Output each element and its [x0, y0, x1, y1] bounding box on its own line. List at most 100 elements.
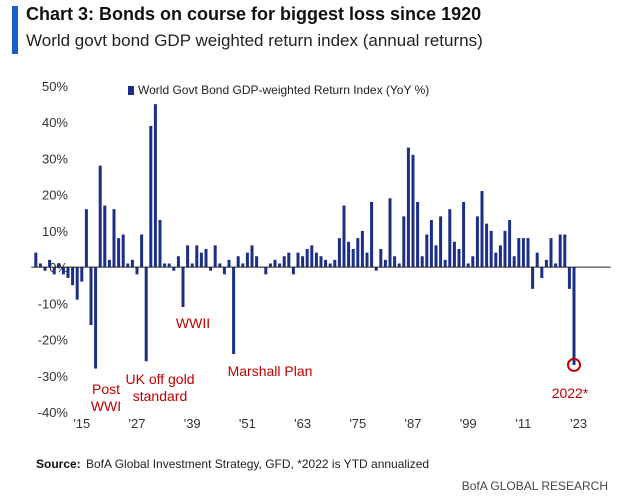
bar	[342, 205, 346, 268]
bar	[250, 245, 254, 268]
bar	[535, 252, 539, 268]
bar	[324, 259, 328, 268]
y-tick-label: 40%	[42, 115, 68, 130]
bar	[80, 267, 84, 282]
source-text: BofA Global Investment Strategy, GFD, *2…	[86, 457, 429, 471]
bar	[572, 267, 576, 365]
bar	[443, 259, 447, 268]
bar	[526, 238, 530, 268]
bar	[567, 267, 571, 289]
bar	[314, 252, 318, 268]
bar	[264, 267, 268, 275]
bar	[158, 220, 162, 268]
bar	[121, 234, 125, 268]
bar	[153, 104, 157, 268]
bar	[112, 209, 116, 268]
y-tick-label: 10%	[42, 224, 68, 239]
bar	[379, 249, 383, 268]
bar	[232, 267, 236, 355]
bar	[241, 263, 245, 268]
title-accent	[12, 6, 18, 54]
bar	[218, 263, 222, 268]
bar	[107, 259, 111, 268]
bar	[305, 249, 309, 268]
bar	[126, 263, 130, 268]
bar	[43, 267, 47, 271]
annotation: 2022*	[552, 385, 589, 401]
bar	[71, 267, 75, 286]
bar	[439, 216, 443, 268]
bar	[554, 263, 558, 268]
annotation: WWII	[176, 315, 210, 331]
bar	[531, 267, 535, 289]
bar	[52, 267, 56, 275]
bar	[544, 259, 548, 268]
bar	[508, 220, 512, 268]
y-tick-label: 20%	[42, 188, 68, 203]
bar	[199, 252, 203, 268]
bar	[287, 252, 291, 268]
x-tick-label: '87	[405, 416, 422, 431]
bar	[485, 223, 489, 268]
bar	[374, 267, 378, 271]
bar	[475, 216, 479, 268]
bar	[236, 256, 240, 268]
bar	[103, 205, 107, 268]
bar	[411, 154, 415, 268]
bar	[227, 259, 231, 268]
y-tick-label: 50%	[42, 79, 68, 94]
bar	[61, 267, 65, 275]
y-tick-label: -10%	[38, 296, 69, 311]
bar	[498, 245, 502, 268]
bar	[521, 238, 525, 268]
bar	[204, 249, 208, 268]
bar	[328, 263, 332, 268]
bar	[480, 191, 484, 268]
bar	[89, 267, 93, 326]
bar	[333, 259, 337, 268]
bar	[296, 252, 300, 268]
bar	[489, 230, 493, 268]
bar	[213, 245, 217, 268]
bar	[268, 263, 272, 268]
legend-label: World Govt Bond GDP-weighted Return Inde…	[138, 83, 429, 97]
bar	[365, 252, 369, 268]
bar	[448, 209, 452, 268]
bar	[347, 241, 351, 268]
bar	[370, 201, 374, 268]
credit: BofA GLOBAL RESEARCH	[462, 479, 608, 493]
x-tick-label: '75	[349, 416, 366, 431]
bar	[163, 263, 167, 268]
x-tick-label: '15	[73, 416, 90, 431]
annotation-text: WWII	[176, 315, 210, 331]
bar	[397, 263, 401, 268]
annotation-text: Post	[92, 381, 120, 397]
bar	[416, 201, 420, 268]
bar	[140, 234, 144, 268]
legend-swatch	[128, 86, 134, 95]
annotation: Marshall Plan	[228, 363, 313, 379]
bar	[75, 267, 79, 300]
bar	[278, 263, 282, 268]
x-tick-label: '27	[129, 416, 146, 431]
bar	[130, 259, 134, 268]
chart-subtitle: World govt bond GDP weighted return inde…	[26, 31, 483, 50]
bar	[406, 147, 410, 268]
bar	[301, 256, 305, 268]
bar	[471, 256, 475, 268]
bar	[402, 216, 406, 268]
x-tick-label: '99	[460, 416, 477, 431]
y-tick-label: -30%	[38, 369, 69, 384]
bar	[452, 241, 456, 268]
bar	[494, 252, 498, 268]
bar	[503, 230, 507, 268]
annotation-text: UK off gold	[125, 371, 194, 387]
bar	[291, 267, 295, 275]
bar	[144, 267, 148, 362]
bar	[209, 267, 213, 271]
bar	[117, 238, 121, 268]
bar	[66, 267, 70, 278]
bar	[181, 267, 185, 307]
bar	[466, 263, 470, 268]
